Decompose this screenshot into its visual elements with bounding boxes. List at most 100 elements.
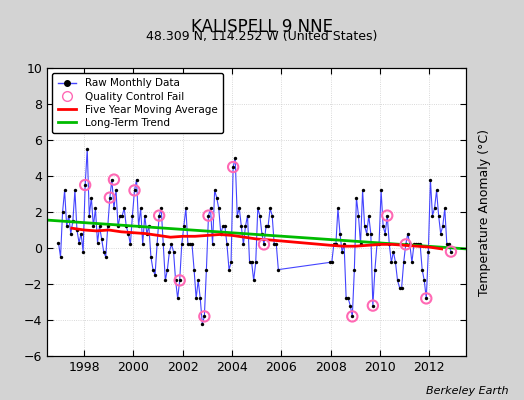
Point: [408, 259, 416, 266]
Legend: Raw Monthly Data, Quality Control Fail, Five Year Moving Average, Long-Term Tren: Raw Monthly Data, Quality Control Fail, …: [52, 73, 223, 133]
Point: [406, 241, 414, 248]
Point: [124, 230, 133, 237]
Point: [245, 259, 254, 266]
Point: [430, 205, 439, 212]
Point: [161, 277, 170, 284]
Point: [239, 241, 247, 248]
Point: [151, 272, 159, 278]
Point: [200, 313, 209, 320]
Point: [436, 230, 445, 237]
Point: [361, 223, 369, 230]
Y-axis label: Temperature Anomaly (°C): Temperature Anomaly (°C): [478, 128, 491, 296]
Point: [330, 241, 338, 248]
Point: [114, 223, 122, 230]
Point: [91, 205, 100, 212]
Point: [178, 241, 186, 248]
Point: [211, 187, 219, 194]
Point: [369, 302, 377, 309]
Point: [416, 241, 424, 248]
Point: [130, 187, 139, 194]
Point: [79, 248, 88, 255]
Point: [342, 295, 351, 302]
Point: [387, 259, 396, 266]
Point: [83, 146, 91, 152]
Point: [381, 230, 389, 237]
Point: [264, 223, 272, 230]
Point: [377, 187, 385, 194]
Point: [77, 230, 85, 237]
Point: [155, 212, 163, 219]
Point: [235, 205, 244, 212]
Point: [186, 241, 194, 248]
Point: [346, 302, 354, 309]
Point: [134, 223, 143, 230]
Point: [69, 218, 77, 224]
Point: [159, 241, 168, 248]
Point: [348, 313, 356, 320]
Point: [176, 277, 184, 284]
Point: [100, 248, 108, 255]
Point: [249, 277, 258, 284]
Text: 48.309 N, 114.252 W (United States): 48.309 N, 114.252 W (United States): [146, 30, 378, 43]
Point: [143, 230, 151, 237]
Point: [403, 230, 412, 237]
Point: [116, 212, 124, 219]
Point: [233, 212, 242, 219]
Point: [204, 212, 213, 219]
Point: [190, 266, 198, 273]
Point: [169, 248, 178, 255]
Point: [81, 182, 90, 188]
Point: [147, 254, 155, 260]
Point: [130, 187, 139, 194]
Point: [399, 259, 408, 266]
Point: [118, 212, 126, 219]
Point: [155, 212, 163, 219]
Point: [414, 241, 422, 248]
Point: [229, 164, 237, 170]
Point: [120, 205, 128, 212]
Point: [391, 259, 400, 266]
Point: [157, 205, 166, 212]
Point: [93, 239, 102, 246]
Point: [110, 205, 118, 212]
Point: [167, 241, 176, 248]
Point: [102, 254, 110, 260]
Point: [110, 176, 118, 183]
Point: [171, 277, 180, 284]
Point: [138, 241, 147, 248]
Point: [439, 223, 447, 230]
Point: [243, 212, 252, 219]
Point: [81, 182, 90, 188]
Point: [214, 205, 223, 212]
Point: [229, 164, 237, 170]
Point: [184, 241, 192, 248]
Point: [328, 259, 336, 266]
Point: [112, 187, 120, 194]
Point: [432, 187, 441, 194]
Point: [153, 241, 161, 248]
Point: [420, 277, 429, 284]
Point: [365, 212, 373, 219]
Point: [412, 241, 420, 248]
Point: [344, 295, 352, 302]
Point: [87, 194, 95, 201]
Point: [198, 320, 206, 327]
Point: [434, 212, 443, 219]
Point: [140, 212, 149, 219]
Point: [325, 259, 334, 266]
Point: [64, 212, 73, 219]
Point: [216, 230, 225, 237]
Point: [385, 241, 394, 248]
Point: [133, 176, 141, 183]
Point: [369, 302, 377, 309]
Point: [67, 230, 75, 237]
Point: [396, 284, 404, 291]
Point: [358, 187, 367, 194]
Text: Berkeley Earth: Berkeley Earth: [426, 386, 508, 396]
Point: [441, 205, 449, 212]
Point: [60, 187, 69, 194]
Point: [200, 313, 209, 320]
Point: [389, 248, 398, 255]
Point: [196, 295, 204, 302]
Point: [422, 295, 431, 302]
